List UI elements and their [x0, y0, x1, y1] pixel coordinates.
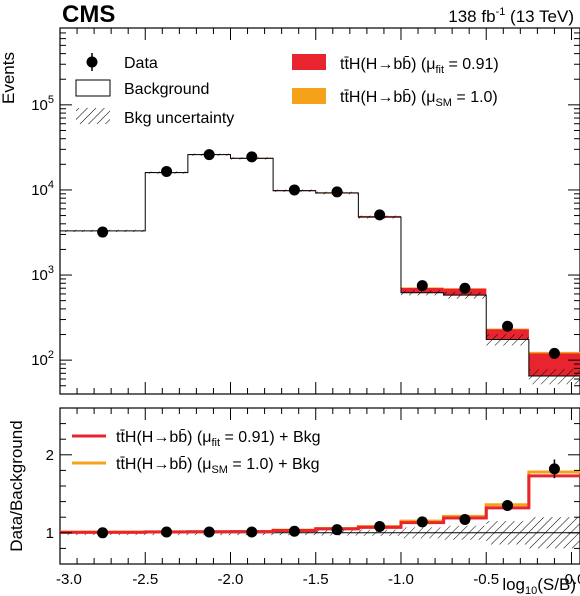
legend-item-background: Background	[75, 79, 209, 98]
legend-data-label: Data	[124, 55, 158, 72]
data-point	[246, 151, 258, 163]
lumi-label: 138 fb-1 (13 TeV)	[448, 6, 574, 26]
data-point	[548, 347, 560, 359]
data-point	[97, 226, 109, 238]
data-point	[331, 186, 343, 198]
x-tick-label: -2.0	[218, 571, 244, 588]
experiment-label: CMS	[62, 1, 115, 28]
legend-item-uncertainty: Bkg uncertainty	[76, 108, 234, 127]
ratio-y-tick-label: 2	[46, 447, 54, 464]
ratio-data-point	[331, 524, 343, 536]
ratio-y-tick-label: 1	[46, 525, 54, 542]
y-tick-label: 104	[31, 179, 54, 199]
data-point	[203, 149, 215, 161]
ratio-data-point	[374, 521, 386, 533]
legend-background-label: Background	[124, 81, 209, 98]
ratio-legend-item-signal-fit: tt̄H(H→bb̄) (μfit = 0.91) + Bkg	[72, 429, 321, 449]
x-tick-label: -3.0	[56, 571, 82, 588]
legend-item-data: Data	[86, 53, 158, 72]
data-point	[374, 209, 386, 221]
main-legend: Data Background Bkg uncertainty tt̄H(H→b…	[75, 53, 499, 127]
legend-signal-fit-label: tt̄H(H→bb̄) (μfit = 0.91)	[340, 56, 499, 76]
ratio-data-point	[97, 527, 109, 539]
legend-item-signal-sm: tt̄H(H→bb̄) (μSM = 1.0)	[292, 88, 498, 109]
ratio-data-point	[459, 514, 471, 526]
x-tick-label: -2.5	[132, 571, 158, 588]
ratio-legend: tt̄H(H→bb̄) (μfit = 0.91) + Bkg tt̄H(H→b…	[72, 429, 321, 476]
ratio-data-point	[288, 525, 300, 537]
x-tick-label: 0.0	[565, 571, 580, 588]
ratio-legend-signal-fit-label: tt̄H(H→bb̄) (μfit = 0.91) + Bkg	[116, 429, 321, 449]
x-tick-label: -1.0	[388, 571, 414, 588]
x-tick-label: -0.5	[473, 571, 499, 588]
ratio-data-point	[246, 526, 258, 538]
ratio-data-point	[548, 463, 560, 475]
ratio-panel: -3.0 -2.5 -2.0 -1.5 -1.0 -0.5 0.0 1 2 Data/Backg…	[7, 407, 580, 596]
ratio-data-point	[161, 526, 173, 538]
y-tick-label: 102	[31, 349, 54, 369]
ratio-data-point	[502, 500, 514, 511]
main-histogram	[60, 153, 580, 394]
data-point	[161, 165, 173, 177]
x-tick-label: -1.5	[303, 571, 329, 588]
legend-item-signal-fit: tt̄H(H→bb̄) (μfit = 0.91)	[292, 54, 499, 76]
data-point	[288, 184, 300, 196]
ratio-data-point	[203, 526, 215, 538]
ratio-histogram	[60, 470, 580, 549]
legend-signal-sm-label: tt̄H(H→bb̄) (μSM = 1.0)	[340, 89, 498, 109]
data-point	[502, 320, 514, 332]
data-point	[416, 280, 428, 292]
y-tick-label: 103	[31, 264, 54, 284]
data-point	[459, 282, 471, 294]
ratio-data-points	[97, 459, 560, 539]
main-y-axis: 102 103 104 105	[31, 27, 580, 395]
ratio-y-axis-title: Data/Background	[7, 420, 26, 551]
ratio-legend-signal-sm-label: tt̄H(H→bb̄) (μSM = 1.0) + Bkg	[116, 456, 320, 476]
background-histogram	[60, 154, 580, 394]
ratio-data-point	[416, 516, 428, 528]
main-data-points	[97, 149, 560, 359]
main-panel: 102 103 104 105 Events Data Background Bkg …	[0, 27, 580, 395]
legend-uncertainty-label: Bkg uncertainty	[124, 110, 234, 127]
main-frame	[59, 27, 580, 395]
y-tick-label: 105	[31, 94, 54, 114]
ratio-legend-item-signal-sm: tt̄H(H→bb̄) (μSM = 1.0) + Bkg	[72, 456, 320, 476]
main-y-axis-title: Events	[0, 52, 18, 104]
ratio-x-axis-title: log10(S/B)	[502, 575, 576, 596]
background-uncertainty-band	[528, 369, 580, 385]
ratio-axes: -3.0 -2.5 -2.0 -1.5 -1.0 -0.5 0.0 1 2	[46, 408, 580, 588]
